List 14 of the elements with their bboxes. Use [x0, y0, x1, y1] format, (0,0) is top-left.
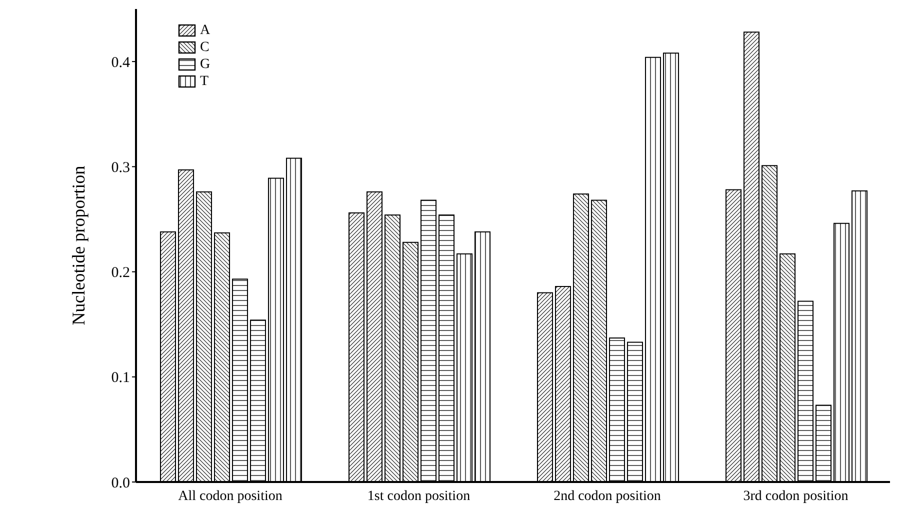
x-tick-label: 2nd codon position [554, 488, 661, 504]
y-tick-label: 0.1 [111, 370, 130, 386]
legend-label: C [200, 39, 210, 56]
legend-label: G [200, 56, 210, 73]
y-tick-label: 0.3 [111, 160, 130, 176]
y-tick-label: 0.0 [111, 475, 130, 492]
legend-label: A [200, 22, 210, 39]
y-axis-title: Nucleotide proportion [68, 166, 88, 326]
x-tick-label: 3rd codon position [743, 488, 848, 504]
y-tick-label: 0.4 [111, 54, 130, 71]
x-tick-label: 1st codon position [367, 488, 470, 504]
x-tick-label: All codon position [178, 488, 282, 504]
y-tick-label: 0.2 [111, 265, 130, 282]
legend-label: T [200, 73, 209, 90]
